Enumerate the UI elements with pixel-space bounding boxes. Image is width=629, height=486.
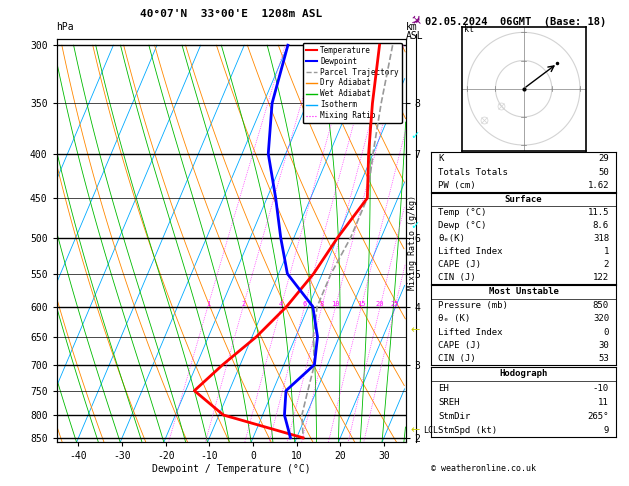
Text: 1: 1 xyxy=(604,247,609,256)
Text: ←: ← xyxy=(411,425,420,435)
Text: 53: 53 xyxy=(598,354,609,364)
Text: ASL: ASL xyxy=(406,31,423,41)
Text: 1: 1 xyxy=(206,300,210,307)
Text: StmSpd (kt): StmSpd (kt) xyxy=(438,426,498,435)
Text: Lifted Index: Lifted Index xyxy=(438,328,503,337)
Text: CAPE (J): CAPE (J) xyxy=(438,260,481,269)
Text: -10: -10 xyxy=(593,383,609,393)
Text: 0: 0 xyxy=(604,328,609,337)
Text: ✈: ✈ xyxy=(406,12,423,30)
Text: SREH: SREH xyxy=(438,398,460,407)
Text: 02.05.2024  06GMT  (Base: 18): 02.05.2024 06GMT (Base: 18) xyxy=(425,17,606,27)
Text: Totals Totals: Totals Totals xyxy=(438,168,508,177)
Text: 122: 122 xyxy=(593,273,609,282)
Text: 30: 30 xyxy=(598,341,609,350)
Text: Temp (°C): Temp (°C) xyxy=(438,208,487,217)
Text: 11: 11 xyxy=(598,398,609,407)
Text: PW (cm): PW (cm) xyxy=(438,181,476,190)
Text: 29: 29 xyxy=(598,155,609,163)
Text: CIN (J): CIN (J) xyxy=(438,273,476,282)
Text: 50: 50 xyxy=(598,168,609,177)
Legend: Temperature, Dewpoint, Parcel Trajectory, Dry Adiabat, Wet Adiabat, Isotherm, Mi: Temperature, Dewpoint, Parcel Trajectory… xyxy=(303,43,402,123)
Text: Pressure (mb): Pressure (mb) xyxy=(438,301,508,310)
Text: 4: 4 xyxy=(279,300,283,307)
Text: θₑ(K): θₑ(K) xyxy=(438,234,465,243)
Text: θₑ (K): θₑ (K) xyxy=(438,314,470,323)
Text: 40°07'N  33°00'E  1208m ASL: 40°07'N 33°00'E 1208m ASL xyxy=(140,9,322,19)
Text: 850: 850 xyxy=(593,301,609,310)
X-axis label: Dewpoint / Temperature (°C): Dewpoint / Temperature (°C) xyxy=(152,464,311,474)
Text: StmDir: StmDir xyxy=(438,412,470,421)
Text: 20: 20 xyxy=(376,300,384,307)
Text: 320: 320 xyxy=(593,314,609,323)
Text: 6: 6 xyxy=(303,300,307,307)
Text: 9: 9 xyxy=(604,426,609,435)
Text: km: km xyxy=(406,21,418,32)
Text: 2: 2 xyxy=(604,260,609,269)
Text: © weatheronline.co.uk: © weatheronline.co.uk xyxy=(431,465,536,473)
Text: Surface: Surface xyxy=(505,195,542,205)
Text: Mixing Ratio (g/kg): Mixing Ratio (g/kg) xyxy=(408,195,417,291)
Text: EH: EH xyxy=(438,383,449,393)
Text: 8.6: 8.6 xyxy=(593,221,609,230)
Text: ←: ← xyxy=(411,326,420,335)
Text: 25: 25 xyxy=(391,300,399,307)
Text: 15: 15 xyxy=(357,300,365,307)
Text: Most Unstable: Most Unstable xyxy=(489,287,559,296)
Text: K: K xyxy=(438,155,443,163)
Text: CIN (J): CIN (J) xyxy=(438,354,476,364)
Text: 10: 10 xyxy=(331,300,340,307)
Text: Dewp (°C): Dewp (°C) xyxy=(438,221,487,230)
Text: 265°: 265° xyxy=(587,412,609,421)
Text: LCL: LCL xyxy=(423,426,438,434)
Text: 2: 2 xyxy=(241,300,245,307)
Text: ✓: ✓ xyxy=(411,221,420,231)
Text: 8: 8 xyxy=(320,300,324,307)
Text: 318: 318 xyxy=(593,234,609,243)
Text: hPa: hPa xyxy=(57,21,74,32)
Text: 1.62: 1.62 xyxy=(587,181,609,190)
Text: Lifted Index: Lifted Index xyxy=(438,247,503,256)
Text: Hodograph: Hodograph xyxy=(499,369,548,379)
Text: kt: kt xyxy=(464,25,474,35)
Text: 11.5: 11.5 xyxy=(587,208,609,217)
Text: CAPE (J): CAPE (J) xyxy=(438,341,481,350)
Text: ✓: ✓ xyxy=(411,131,420,141)
